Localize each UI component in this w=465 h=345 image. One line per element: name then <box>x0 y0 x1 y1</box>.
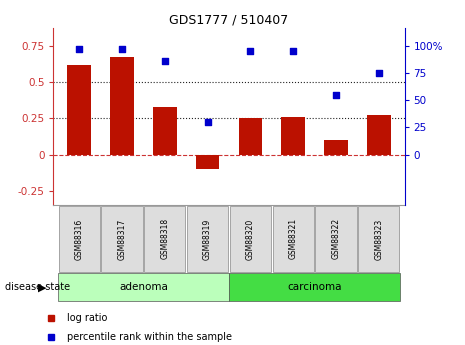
Point <box>161 58 168 64</box>
Text: GSM88321: GSM88321 <box>289 218 298 259</box>
Bar <box>239 118 262 155</box>
Point <box>247 48 254 54</box>
Bar <box>324 140 348 155</box>
Text: adenoma: adenoma <box>119 282 168 292</box>
Bar <box>153 107 177 155</box>
Bar <box>110 57 134 155</box>
Point <box>118 46 126 52</box>
Text: GSM88316: GSM88316 <box>75 218 84 259</box>
Text: GSM88322: GSM88322 <box>332 218 340 259</box>
FancyBboxPatch shape <box>315 206 357 272</box>
Bar <box>196 155 219 169</box>
Text: carcinoma: carcinoma <box>287 282 342 292</box>
Bar <box>67 65 91 155</box>
Point <box>204 119 211 125</box>
Title: GDS1777 / 510407: GDS1777 / 510407 <box>169 13 289 27</box>
FancyBboxPatch shape <box>230 206 271 272</box>
FancyBboxPatch shape <box>144 206 186 272</box>
FancyBboxPatch shape <box>187 206 228 272</box>
Point <box>75 46 83 52</box>
Point <box>375 70 383 76</box>
Text: GSM88319: GSM88319 <box>203 218 212 259</box>
Point <box>332 92 340 97</box>
Point <box>290 48 297 54</box>
Text: GSM88320: GSM88320 <box>246 218 255 259</box>
FancyBboxPatch shape <box>229 273 400 301</box>
FancyBboxPatch shape <box>272 206 314 272</box>
Text: GSM88318: GSM88318 <box>160 218 169 259</box>
Text: percentile rank within the sample: percentile rank within the sample <box>67 332 232 342</box>
Text: GSM88323: GSM88323 <box>374 218 383 259</box>
Text: log ratio: log ratio <box>67 313 107 323</box>
FancyBboxPatch shape <box>59 206 100 272</box>
FancyBboxPatch shape <box>359 206 399 272</box>
Bar <box>367 115 391 155</box>
FancyBboxPatch shape <box>58 273 229 301</box>
Bar <box>281 117 305 155</box>
Text: disease state: disease state <box>5 282 70 292</box>
FancyBboxPatch shape <box>101 206 143 272</box>
Text: ▶: ▶ <box>38 282 46 292</box>
Text: GSM88317: GSM88317 <box>118 218 126 259</box>
